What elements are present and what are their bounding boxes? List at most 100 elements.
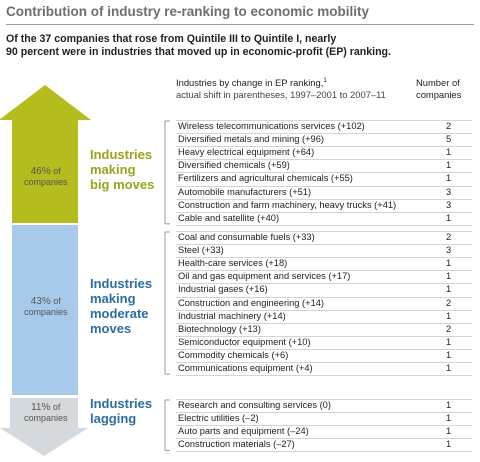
row-separator xyxy=(176,257,472,259)
share-label: 11% of companies xyxy=(24,402,68,424)
title-rule xyxy=(6,24,474,25)
share-note: of xyxy=(53,166,61,176)
company-count: 1 xyxy=(446,426,452,437)
industry-name: Auto parts and equipment (–24) xyxy=(178,426,309,437)
row-separator xyxy=(176,451,472,453)
share-note: companies xyxy=(24,177,68,187)
row-separator xyxy=(176,185,472,187)
row-separator xyxy=(176,438,472,440)
row-separator xyxy=(176,375,472,377)
share-value: 11% xyxy=(31,402,51,413)
share-note: companies xyxy=(24,413,68,423)
group-label: Industries making big moves xyxy=(90,147,154,192)
row-separator xyxy=(176,146,472,148)
row-separator xyxy=(176,309,472,311)
company-count: 1 xyxy=(446,363,452,373)
industry-name: Wireless telecommunications services (+1… xyxy=(178,121,365,131)
row-separator xyxy=(176,198,472,200)
share-value: 43% xyxy=(30,296,51,307)
industry-name: Cable and satellite (+40) xyxy=(178,212,280,223)
row-separator xyxy=(176,133,472,135)
company-count: 2 xyxy=(446,297,452,308)
company-count: 1 xyxy=(446,400,452,410)
footnote-mark: 1 xyxy=(323,77,327,84)
group-label: Industries lagging xyxy=(90,396,152,426)
share-note: companies xyxy=(24,307,68,317)
company-count: 3 xyxy=(446,199,452,210)
industry-name: Industrial gases (+16) xyxy=(178,284,268,295)
row-separator xyxy=(176,172,472,174)
title: Contribution of industry re-ranking to e… xyxy=(6,4,370,19)
row-separator xyxy=(176,425,472,427)
company-count: 3 xyxy=(446,245,452,256)
industry-name: Steel (+33) xyxy=(178,245,224,256)
share-label: 43% of companies xyxy=(24,296,68,318)
group-label-line: moves xyxy=(90,321,132,336)
subtitle: Of the 37 companies that rose from Quint… xyxy=(6,33,337,45)
row-separator xyxy=(176,159,472,161)
group-label-line: lagging xyxy=(90,411,137,426)
blue-band xyxy=(12,225,78,395)
company-count: 1 xyxy=(446,173,452,184)
row-separator xyxy=(176,270,472,272)
industry-name: Electric utilities (–2) xyxy=(178,413,259,424)
subtitle: 90 percent were in industries that moved… xyxy=(6,46,391,58)
company-count: 1 xyxy=(446,439,452,450)
industry-name: Communications equipment (+4) xyxy=(178,363,313,373)
row-separator xyxy=(176,412,472,414)
company-count: 2 xyxy=(446,232,452,242)
row-separator xyxy=(176,120,472,121)
company-count: 5 xyxy=(446,134,452,145)
row-separator xyxy=(176,231,472,232)
header-text: Industries by change in EP ranking, xyxy=(176,77,324,88)
share-note: of xyxy=(53,296,61,306)
industry-name: Coal and consumable fuels (+33) xyxy=(178,232,315,242)
group-label-line: Industries xyxy=(90,147,153,162)
group-label-line: moderate xyxy=(90,306,149,321)
row-separator xyxy=(176,335,472,337)
company-count: 1 xyxy=(446,258,452,269)
row-separator xyxy=(176,244,472,246)
industry-name: Commodity chemicals (+6) xyxy=(178,349,289,360)
company-count: 1 xyxy=(446,147,452,158)
group-label-line: making xyxy=(90,162,136,177)
group-label-line: Industries xyxy=(90,396,153,411)
company-count: 2 xyxy=(446,121,452,131)
brackets xyxy=(164,120,170,451)
column-header: Industries by change in EP ranking,1 xyxy=(176,77,327,88)
group-label-line: Industries xyxy=(90,276,153,291)
industry-name: Diversified metals and mining (+96) xyxy=(178,134,324,145)
company-count: 1 xyxy=(446,413,452,424)
row-separator xyxy=(176,322,472,324)
group-label: Industries making moderate moves xyxy=(90,276,152,336)
share-label: 46% of companies xyxy=(24,166,68,188)
row-separator xyxy=(176,224,472,226)
industry-name: Construction materials (–27) xyxy=(178,439,295,450)
share-note: of xyxy=(52,402,61,412)
industry-name: Construction and farm machinery, heavy t… xyxy=(178,199,397,210)
industry-name: Research and consulting services (0) xyxy=(178,400,331,410)
industry-name: Heavy electrical equipment (+64) xyxy=(178,147,315,158)
company-count: 1 xyxy=(446,271,452,282)
share-line: 11% of xyxy=(24,402,68,413)
company-count: 1 xyxy=(446,160,452,171)
company-count: 1 xyxy=(446,310,452,321)
company-count: 1 xyxy=(446,336,452,347)
company-count: 1 xyxy=(446,349,452,360)
share-value: 46% xyxy=(30,166,51,177)
industry-name: Industrial machinery (+14) xyxy=(178,310,286,321)
group-label-line: big moves xyxy=(90,177,155,192)
up-arrow-green xyxy=(0,85,91,223)
industry-name: Semiconductor equipment (+10) xyxy=(178,336,311,347)
down-arrow-grey xyxy=(0,398,88,456)
row-separator xyxy=(176,362,472,363)
company-count: 3 xyxy=(446,186,452,197)
industry-name: Fertilizers and agricultural chemicals (… xyxy=(178,173,353,184)
industry-name: Diversified chemicals (+59) xyxy=(178,160,290,171)
company-count: 2 xyxy=(446,323,452,334)
industry-name: Health-care services (+18) xyxy=(178,258,288,269)
share-line: 43% of xyxy=(24,296,68,307)
row-separator xyxy=(176,348,472,350)
row-separator xyxy=(176,283,472,285)
